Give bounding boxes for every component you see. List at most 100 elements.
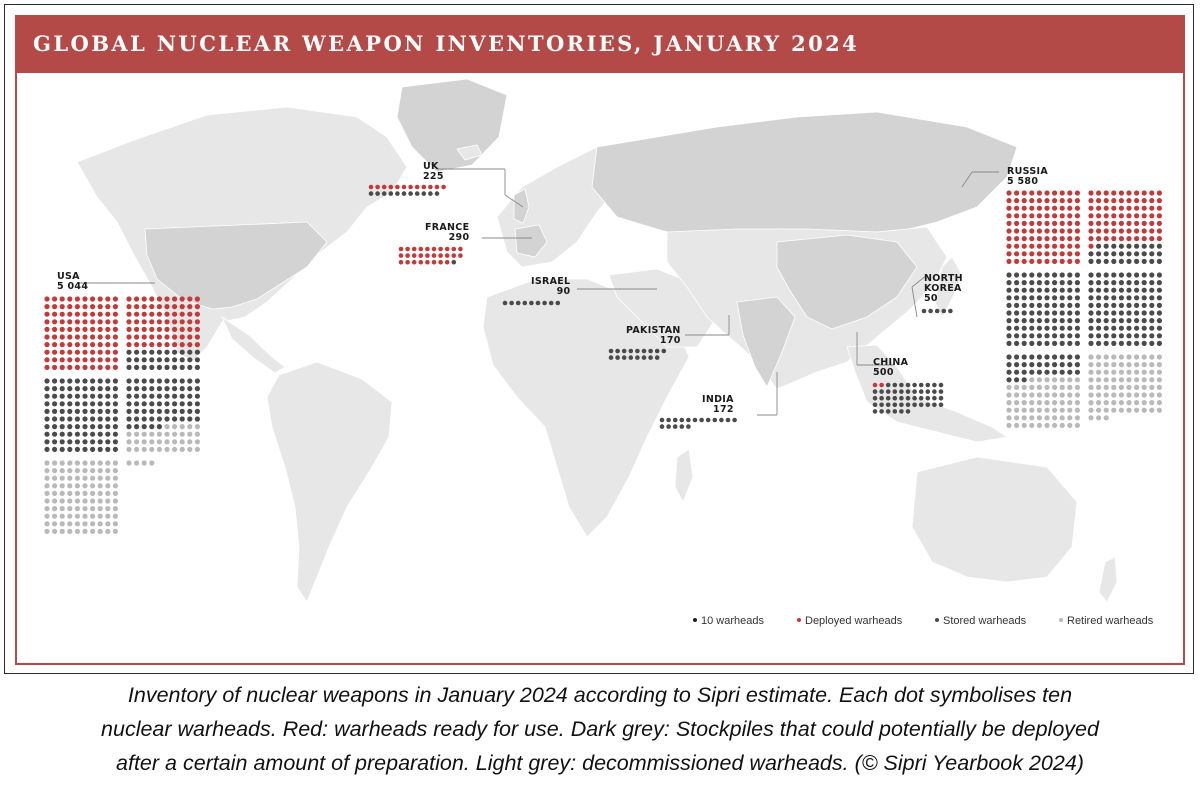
label-north-korea: NORTH KOREA 50 [924, 274, 963, 304]
warhead-dot [90, 357, 96, 363]
warhead-dot [1044, 369, 1050, 375]
warhead-dot [1052, 190, 1058, 196]
warhead-dot [1134, 362, 1140, 368]
warhead-dot [1156, 369, 1162, 375]
warhead-dot [1103, 190, 1109, 196]
warhead-dot [1021, 295, 1027, 301]
warhead-dot [621, 355, 627, 360]
warhead-dot [1134, 251, 1140, 257]
warhead-dot [1036, 362, 1042, 368]
warhead-dot [112, 521, 118, 527]
warhead-dot [654, 348, 660, 354]
warhead-dot [105, 521, 111, 527]
warhead-dot [1067, 190, 1073, 196]
warhead-dot [1059, 243, 1065, 249]
warhead-dot [134, 342, 140, 348]
warhead-dot [164, 446, 170, 452]
warhead-dot [1074, 190, 1080, 196]
warhead-dot [1156, 258, 1162, 264]
warhead-dot [1074, 287, 1080, 293]
warhead-dot [1067, 243, 1073, 249]
warhead-dot [156, 446, 162, 452]
warhead-dot [1149, 258, 1155, 264]
warhead-dot [44, 386, 50, 392]
warhead-dot [179, 357, 185, 363]
warhead-dot [90, 326, 96, 332]
warhead-dot [1118, 236, 1124, 242]
warhead-dot [187, 408, 193, 414]
warhead-dot [395, 184, 400, 190]
warhead-dot [179, 424, 185, 430]
warhead-dot [90, 364, 96, 370]
warhead-dot [156, 424, 162, 430]
warhead-dot [67, 349, 73, 355]
warhead-dot [1111, 333, 1117, 339]
warhead-dot [112, 349, 118, 355]
warhead-dot [1067, 318, 1073, 324]
warhead-dot [1021, 340, 1027, 346]
warhead-dot [654, 355, 660, 360]
legend-retired: Retired warheads [1059, 615, 1153, 627]
warhead-dot [1156, 251, 1162, 257]
warhead-dot [1118, 228, 1124, 234]
country-name: RUSSIA [1007, 166, 1048, 177]
warhead-dot [1088, 280, 1094, 286]
warhead-dot [67, 386, 73, 392]
warhead-dot [44, 498, 50, 504]
warhead-dot [194, 296, 200, 302]
warhead-dot [59, 498, 65, 504]
warhead-dot [1059, 228, 1065, 234]
warhead-dot [1096, 243, 1102, 249]
warhead-dot [156, 311, 162, 317]
warhead-dot [408, 184, 413, 190]
warhead-dot [67, 378, 73, 384]
warhead-dot [74, 431, 80, 437]
warhead-dot [194, 446, 200, 452]
warhead-dot [1059, 377, 1065, 383]
warhead-dot [44, 460, 50, 466]
warhead-dot [425, 253, 430, 258]
warhead-dot [97, 483, 103, 489]
warhead-dot [1014, 213, 1020, 219]
warhead-dot [1052, 258, 1058, 264]
warhead-dot [1118, 400, 1124, 406]
warhead-dot [67, 334, 73, 340]
land-southeast-asia [846, 344, 1009, 443]
warhead-dot [126, 349, 132, 355]
warhead-dot [149, 439, 155, 445]
warhead-dot [112, 513, 118, 519]
warhead-dot [1029, 236, 1035, 242]
warhead-dot [1021, 302, 1027, 308]
warhead-dot [112, 424, 118, 430]
warhead-dot [105, 446, 111, 452]
warhead-dot [149, 349, 155, 355]
warhead-dot [74, 446, 80, 452]
warhead-dot [1021, 228, 1027, 234]
warhead-dot [187, 357, 193, 363]
warhead-dot [134, 296, 140, 302]
warhead-dot [1126, 400, 1132, 406]
warhead-dot [1074, 236, 1080, 242]
legend-stored-label: Stored warheads [943, 615, 1027, 627]
warhead-dot [1134, 310, 1140, 316]
warhead-dot [44, 349, 50, 355]
warhead-dot [59, 483, 65, 489]
warhead-dot [1074, 302, 1080, 308]
warhead-dot [90, 334, 96, 340]
warhead-dot [1014, 251, 1020, 257]
warhead-dot [1126, 377, 1132, 383]
warhead-dot [82, 416, 88, 422]
warhead-dot [686, 417, 691, 423]
warhead-dot [1096, 362, 1102, 368]
warhead-dot [97, 296, 103, 302]
warhead-dot [1156, 190, 1162, 196]
warhead-dot [82, 498, 88, 504]
warhead-dot [67, 424, 73, 430]
warhead-dot [1074, 325, 1080, 331]
warhead-dot [97, 311, 103, 317]
warhead-dot [941, 308, 947, 314]
warhead-dot [1126, 340, 1132, 346]
warhead-dot [1036, 422, 1042, 428]
warhead-dot [194, 401, 200, 407]
warhead-dot [892, 389, 898, 394]
